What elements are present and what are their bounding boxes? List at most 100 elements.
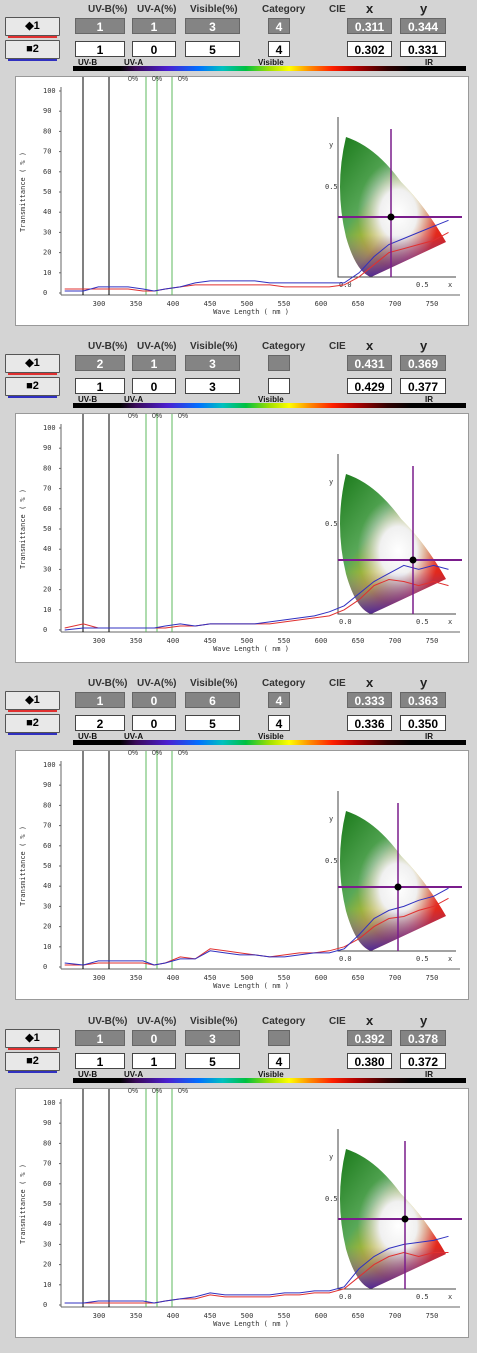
x-tick-label: 650 <box>352 1312 365 1320</box>
series-1-visible-value: 3 <box>185 355 240 371</box>
y-tick-label: 40 <box>43 208 51 216</box>
cie-x-axis-label: x <box>448 1293 452 1301</box>
ir-band-label: IR <box>425 732 433 741</box>
cie-y-tick-label: 0.5 <box>325 857 338 865</box>
series-1-button[interactable]: ◆1 <box>5 691 60 712</box>
series-1-uvb-value: 2 <box>75 355 125 371</box>
series-2-uva-value: 0 <box>132 41 176 57</box>
series-2-category-value: 4 <box>268 715 290 731</box>
y-axis-label: Transmittance ( % ) <box>19 1164 27 1244</box>
cie-origin-label: 0.0 <box>339 281 352 289</box>
cie-x-tick-label: 0.5 <box>416 618 429 626</box>
series-2-line <box>64 1235 449 1304</box>
cie-axes <box>337 117 456 278</box>
uva-band-label: UV-A <box>124 1070 144 1079</box>
series-2-button[interactable]: ■2 <box>5 714 60 735</box>
series-2-label: ■2 <box>26 380 39 392</box>
x-tick-label: 300 <box>93 974 106 982</box>
uva-band-label: UV-A <box>124 395 144 404</box>
series-2-visible-value: 5 <box>185 41 240 57</box>
series-1-color-line <box>8 1048 57 1050</box>
uva-header: UV-A(%) <box>137 678 177 689</box>
series-1-cie-x-value: 0.311 <box>347 18 392 34</box>
band-percent-label: 0% <box>152 750 163 757</box>
series-2-cie-y-value: 0.350 <box>400 715 446 731</box>
x-tick-label: 550 <box>278 1312 291 1320</box>
series-2-uvb-value: 1 <box>75 1053 125 1069</box>
series-1-color-line <box>8 36 57 38</box>
uvb-header: UV-B(%) <box>88 1016 128 1027</box>
cie-header: CIE <box>329 4 346 15</box>
category-header: Category <box>262 1016 306 1027</box>
x-tick-label: 300 <box>93 1312 106 1320</box>
series-2-button[interactable]: ■2 <box>5 40 60 61</box>
y-tick-label: 30 <box>43 1240 51 1248</box>
y-tick-label: 0 <box>43 626 47 634</box>
category-header: Category <box>262 4 306 15</box>
cie-y-axis-label: y <box>329 478 333 486</box>
cie-x-axis-label: x <box>448 281 452 289</box>
series-1-button[interactable]: ◆1 <box>5 1029 60 1050</box>
series-1-uva-value: 1 <box>132 18 176 34</box>
series-1-cie-x-value: 0.333 <box>347 692 392 708</box>
series-1-cie-y-value: 0.363 <box>400 692 446 708</box>
y-tick-label: 40 <box>43 1220 51 1228</box>
y-tick-label: 90 <box>43 781 51 789</box>
band-percent-label: 0% <box>128 76 139 83</box>
series-1-button[interactable]: ◆1 <box>5 354 60 375</box>
series-2-cie-x-value: 0.302 <box>347 41 392 57</box>
x-tick-label: 450 <box>204 637 217 645</box>
y-tick-label: 20 <box>43 923 51 931</box>
band-percent-label: 0% <box>152 413 163 420</box>
uva-header: UV-A(%) <box>137 4 177 15</box>
series-2-cie-x-value: 0.336 <box>347 715 392 731</box>
visible-header: Visible(%) <box>190 4 238 15</box>
series-1-visible-value: 6 <box>185 692 240 708</box>
uva-header: UV-A(%) <box>137 1016 177 1027</box>
cie-y-header: y <box>420 675 428 690</box>
series-1-uvb-value: 1 <box>75 18 125 34</box>
x-axis-label: Wave Length ( nm ) <box>213 308 289 316</box>
y-tick-label: 10 <box>43 606 51 614</box>
y-tick-label: 10 <box>43 269 51 277</box>
transmittance-chart: 0 10 20 30 40 50 60 70 80 90 100 300 350 400 450 500 550… <box>15 413 469 663</box>
chart-svg: 0 10 20 30 40 50 60 70 80 90 100 300 350 400 450 500 550… <box>19 1089 462 1328</box>
x-tick-label: 350 <box>130 1312 143 1320</box>
cie-x-header: x <box>366 338 374 353</box>
series-1-cie-x-value: 0.431 <box>347 355 392 371</box>
series-1-color-line <box>8 710 57 712</box>
x-tick-label: 400 <box>167 1312 180 1320</box>
series-2-button[interactable]: ■2 <box>5 377 60 398</box>
series-2-cie-x-value: 0.380 <box>347 1053 392 1069</box>
x-tick-label: 750 <box>426 637 439 645</box>
band-percent-label: 0% <box>128 750 139 757</box>
cie-origin-label: 0.0 <box>339 618 352 626</box>
series-1-cie-x-value: 0.392 <box>347 1030 392 1046</box>
ir-band-label: IR <box>425 58 433 67</box>
series-2-button[interactable]: ■2 <box>5 1052 60 1073</box>
y-tick-label: 50 <box>43 525 51 533</box>
y-tick-label: 20 <box>43 586 51 594</box>
series-2-uva-value: 1 <box>132 1053 176 1069</box>
uvb-band-label: UV-B <box>78 395 98 404</box>
x-tick-label: 500 <box>241 300 254 308</box>
ir-band-label: IR <box>425 1070 433 1079</box>
cie-origin-label: 0.0 <box>339 1293 352 1301</box>
series-1-visible-value: 3 <box>185 1030 240 1046</box>
series-1-button[interactable]: ◆1 <box>5 17 60 38</box>
y-tick-label: 60 <box>43 168 51 176</box>
visible-band-label: Visible <box>258 395 284 404</box>
cie-point-marker <box>401 1215 409 1223</box>
cie-y-header: y <box>420 1 428 16</box>
y-tick-label: 50 <box>43 188 51 196</box>
x-tick-label: 350 <box>130 300 143 308</box>
visible-header: Visible(%) <box>190 341 238 352</box>
uvb-header: UV-B(%) <box>88 341 128 352</box>
y-tick-label: 70 <box>43 1160 51 1168</box>
y-axis-label: Transmittance ( % ) <box>19 152 27 232</box>
visible-header: Visible(%) <box>190 1016 238 1027</box>
chart-svg: 0 10 20 30 40 50 60 70 80 90 100 300 350 400 450 500 550… <box>19 751 462 990</box>
cie-x-tick-label: 0.5 <box>416 955 429 963</box>
cie-y-header: y <box>420 338 428 353</box>
x-tick-label: 400 <box>167 300 180 308</box>
